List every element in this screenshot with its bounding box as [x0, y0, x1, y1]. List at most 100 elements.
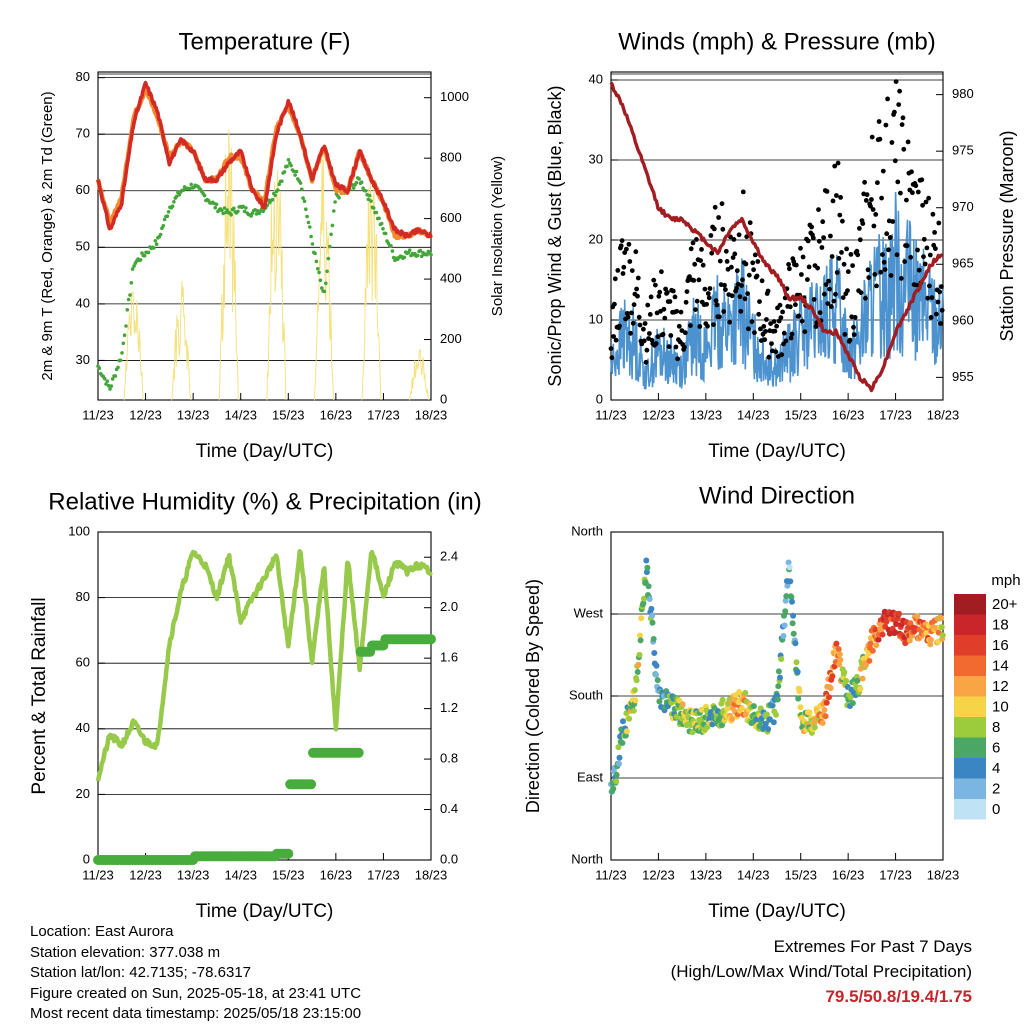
wind-gust-point: [756, 311, 762, 317]
solar-insolation-line: [361, 172, 382, 401]
wind-gust-point: [916, 267, 922, 273]
winds-x-tick-label: 13/23: [690, 407, 723, 422]
dewpoint-point: [126, 297, 131, 302]
wind-gust-point: [840, 295, 846, 300]
temperature-y2-tick-label: 400: [440, 271, 462, 286]
wind-direction-point: [773, 711, 780, 718]
winds-y-tick-label: 10: [589, 311, 603, 326]
dewpoint-point: [302, 199, 307, 203]
humidity-x-tick-label: 14/23: [224, 867, 257, 882]
wind-gust-point: [839, 250, 844, 255]
wind-gust-point: [920, 202, 925, 208]
temperature-x-tick-label: 11/23: [82, 407, 114, 422]
wind-gust-point: [806, 264, 812, 270]
dewpoint-point: [146, 250, 151, 255]
wind-gust-point: [705, 291, 711, 296]
wind-gust-point: [838, 195, 843, 200]
precipitation-point: [353, 747, 364, 758]
legend-title: mph: [991, 572, 1020, 589]
wind-gust-point: [890, 219, 896, 224]
wind-direction-point: [637, 632, 643, 639]
temperature-y-tick-label: 50: [76, 239, 90, 254]
humidity-precip-panel: 11/23 12/23 13/23 14/23 15/23 16/23 17/23 18/23…: [29, 488, 482, 922]
legend-swatch: [954, 635, 986, 656]
wind-gust-point: [928, 315, 934, 320]
wind-gust-point: [772, 328, 778, 334]
wind-gust-point: [885, 96, 890, 102]
dewpoint-point: [313, 251, 317, 256]
wind-gust-point: [615, 268, 621, 273]
wind-gust-point: [892, 158, 898, 164]
dewpoint-point: [172, 200, 176, 204]
wind-gust-point: [682, 330, 688, 336]
extremes-title: Extremes For Past 7 Days: [773, 937, 972, 956]
wind-gust-point: [660, 331, 666, 337]
wind-gust-point: [863, 198, 869, 203]
winds-y2-tick-label: 965: [952, 256, 974, 271]
wind-gust-point: [624, 311, 630, 316]
wind-gust-point: [687, 274, 692, 279]
wind-gust-point: [704, 301, 709, 307]
wind-direction-point: [787, 578, 794, 585]
wind-direction-panel: 11/23 12/23 13/23 14/23 15/23 16/23 17/23 18/23…: [523, 482, 1021, 922]
wind-gust-point: [810, 235, 816, 241]
humidity-y2-tick-label: 0.4: [440, 801, 458, 816]
dewpoint-point: [320, 286, 324, 290]
wind-gust-point: [759, 278, 765, 284]
wind-gust-point: [705, 323, 710, 329]
extremes-values: 79.5/50.8/19.4/1.75: [825, 987, 972, 1006]
wind-gust-point: [630, 320, 636, 326]
wind-gust-point: [786, 262, 791, 267]
wind-gust-point: [609, 355, 615, 361]
wind-direction-point: [632, 697, 639, 704]
wind-gust-point: [620, 271, 626, 276]
wind-gust-point: [893, 79, 899, 84]
wind-direction-point: [785, 559, 792, 566]
wind-gust-point: [896, 102, 902, 107]
dewpoint-point: [314, 259, 319, 264]
wind-gust-point: [826, 278, 832, 284]
winds-x-tick-label: 18/23: [927, 407, 960, 422]
wind-direction-point: [724, 705, 731, 712]
wind-gust-point: [876, 119, 882, 124]
wind-gust-point: [674, 308, 680, 314]
wind-direction-point: [635, 661, 642, 668]
wind-gust-point: [879, 195, 884, 201]
wind-gust-point: [738, 308, 744, 314]
wind-gust-point: [823, 282, 829, 287]
wind-gust-point: [862, 179, 867, 185]
wind-gust-point: [897, 88, 902, 94]
wind-gust-point: [886, 247, 891, 253]
wind-gust-point: [865, 267, 871, 273]
wind-gust-point: [821, 235, 826, 241]
dewpoint-point: [429, 253, 433, 257]
wind-gust-point: [713, 298, 719, 303]
wind-gust-point: [939, 307, 945, 313]
dewpoint-point: [289, 163, 293, 168]
wind-direction-point: [790, 630, 797, 637]
wind-direction-point: [630, 707, 637, 714]
humidity-x-tick-label: 12/23: [129, 867, 162, 882]
wind-gust-point: [872, 272, 878, 277]
dewpoint-point: [325, 269, 329, 274]
temp-2m-line: [96, 80, 433, 239]
wind-gust-point: [694, 298, 700, 304]
solar-insolation-line: [218, 130, 239, 401]
wind-gust-point: [824, 189, 830, 194]
dewpoint-point: [232, 206, 236, 211]
legend-swatch: [954, 594, 986, 615]
wind-gust-point: [793, 302, 798, 308]
wind-gust-point: [921, 254, 926, 260]
wind-gust-point: [763, 329, 768, 334]
wind-gust-point: [655, 334, 661, 340]
dewpoint-point: [109, 384, 114, 388]
wind-gust-point: [750, 260, 756, 266]
wind-direction-point: [777, 674, 783, 681]
wind-gust-point: [734, 268, 740, 274]
wind-gust-point: [765, 288, 771, 294]
wind-gust-point: [764, 317, 769, 322]
wind-direction-point: [823, 699, 830, 706]
dewpoint-point: [305, 214, 309, 219]
dewpoint-point: [97, 366, 102, 371]
wind-gust-point: [707, 286, 713, 291]
